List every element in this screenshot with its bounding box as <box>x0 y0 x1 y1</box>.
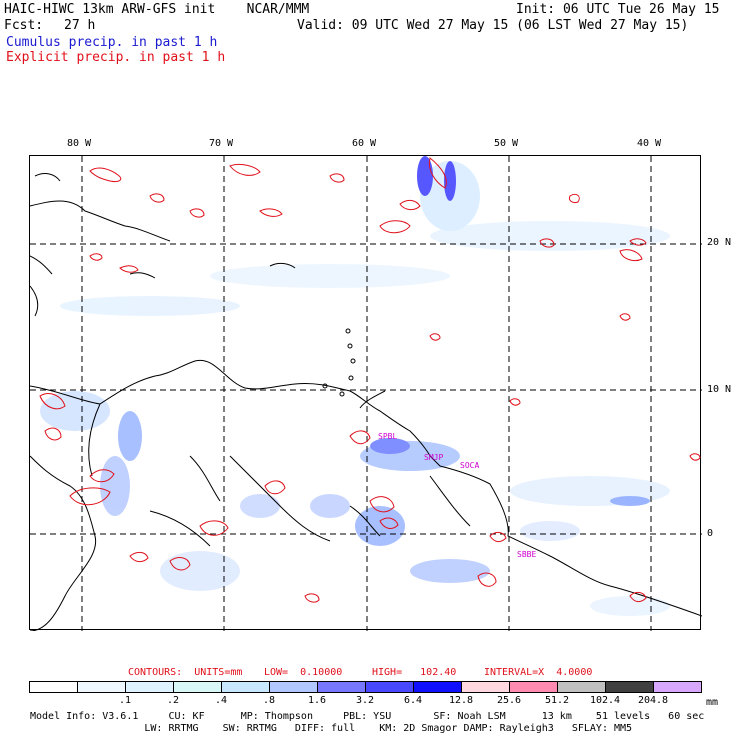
colorbar-tick-label: 6.4 <box>403 695 423 706</box>
map-panel: SPBL SMJP SOCA SBBE <box>29 155 702 631</box>
lat-label-20n: 20 N <box>707 237 732 248</box>
lon-label-70w: 70 W <box>209 138 234 149</box>
colorbar-swatch <box>557 681 606 693</box>
colorbar-swatch <box>653 681 702 693</box>
coastlines <box>30 173 702 631</box>
cumulus-precip-shading <box>40 156 670 616</box>
lon-label-50w: 50 W <box>494 138 519 149</box>
site-label-soca: SOCA <box>460 461 480 470</box>
plot-title: HAIC-HIWC 13km ARW-GFS init NCAR/MMM <box>4 2 310 17</box>
colorbar-swatch <box>317 681 366 693</box>
contour-units: CONTOURS: UNITS=mm <box>128 667 243 678</box>
legend-cumulus: Cumulus precip. in past 1 h <box>6 35 218 50</box>
colorbar-swatch <box>509 681 558 693</box>
colorbar-swatch <box>269 681 318 693</box>
lat-label-10n: 10 N <box>707 384 732 395</box>
site-label-smjp: SMJP <box>424 453 444 462</box>
colorbar-tick-label: 12.8 <box>448 695 474 706</box>
colorbar-swatch <box>461 681 510 693</box>
forecast-hour: 27 h <box>64 18 96 33</box>
colorbar-swatch <box>125 681 174 693</box>
colorbar-tick-label: 3.2 <box>355 695 375 706</box>
colorbar-tick-label: .8 <box>262 695 276 706</box>
valid-time: Valid: 09 UTC Wed 27 May 15 (06 LST Wed … <box>297 18 689 33</box>
lon-label-80w: 80 W <box>67 138 92 149</box>
site-label-spbl: SPBL <box>378 432 398 441</box>
forecast-label: Fcst: <box>4 18 44 33</box>
colorbar-swatch <box>173 681 222 693</box>
colorbar-tick-label: 51.2 <box>544 695 570 706</box>
colorbar-swatch <box>413 681 462 693</box>
colorbar-swatch <box>365 681 414 693</box>
explicit-precip-contours <box>39 157 701 603</box>
colorbar-swatch <box>605 681 654 693</box>
colorbar-tick-label: 204.8 <box>637 695 669 706</box>
colorbar-tick-label: 25.6 <box>496 695 522 706</box>
colorbar-unit: mm <box>706 697 719 708</box>
colorbar-tick-label: 102.4 <box>589 695 621 706</box>
model-info-line1: Model Info: V3.6.1 CU: KF MP: Thompson P… <box>30 711 705 722</box>
legend-explicit: Explicit precip. in past 1 h <box>6 50 226 65</box>
contour-high: HIGH= 102.40 <box>372 667 457 678</box>
colorbar-swatch <box>29 681 78 693</box>
map-svg <box>30 156 702 631</box>
colorbar-tick-label: .2 <box>166 695 180 706</box>
colorbar-swatch <box>77 681 126 693</box>
colorbar-tick-label: 1.6 <box>307 695 327 706</box>
graticule <box>30 156 702 631</box>
lon-label-40w: 40 W <box>637 138 662 149</box>
model-info-line2: LW: RRTMG SW: RRTMG DIFF: full KM: 2D Sm… <box>30 723 633 734</box>
lon-label-60w: 60 W <box>352 138 377 149</box>
colorbar-swatch <box>221 681 270 693</box>
site-label-sbbe: SBBE <box>517 550 537 559</box>
islands <box>322 328 356 397</box>
colorbar-tick-label: .1 <box>118 695 132 706</box>
contour-interval: INTERVAL=X 4.0000 <box>484 667 593 678</box>
init-time: Init: 06 UTC Tue 26 May 15 <box>516 2 720 17</box>
colorbar-tick-label: .4 <box>214 695 228 706</box>
contour-low: LOW= 0.10000 <box>264 667 343 678</box>
lat-label-0: 0 <box>707 528 714 539</box>
